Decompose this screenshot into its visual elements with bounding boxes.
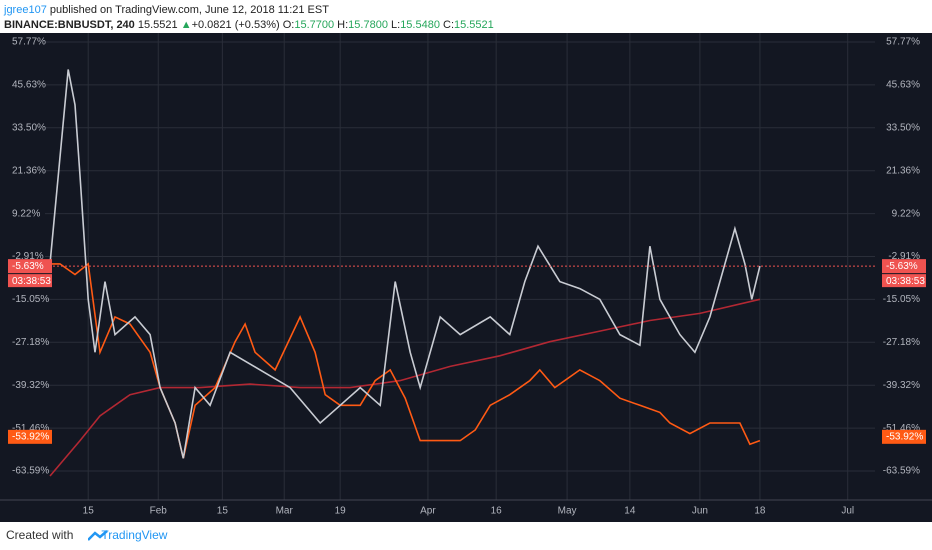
last: 15.5521 (137, 19, 178, 31)
low: 15.5480 (400, 19, 440, 31)
y-tick-label: 45.63% (12, 80, 46, 91)
y-tick-label: -63.59% (12, 466, 49, 477)
countdown: 03:38:53 (12, 276, 51, 287)
x-tick-label: Jun (692, 506, 708, 517)
y-tick-label: -2.91% (12, 251, 44, 262)
h-label: H: (337, 19, 349, 31)
series-line (49, 69, 761, 459)
y-tick-label: -27.18% (12, 337, 49, 348)
y-tick-label: -51.46% (12, 423, 49, 434)
y-tick-label: 45.63% (886, 80, 920, 91)
logo (88, 530, 108, 541)
y-tick-label: 33.50% (12, 122, 46, 133)
price-tag-label: -53.92% (12, 431, 49, 442)
y-tick-label: -63.59% (883, 466, 920, 477)
arrow: ▲ (180, 19, 192, 31)
series-line (50, 262, 761, 459)
price-tag-label: -5.63% (886, 261, 918, 272)
price-tag (8, 259, 52, 274)
countdown: 03:38:53 (886, 276, 925, 287)
high: 15.7800 (348, 19, 388, 31)
x-tick-label: Jul (841, 506, 854, 517)
created-with: Created with (6, 528, 74, 542)
y-tick-label: 57.77% (12, 37, 46, 48)
countdown-tag (882, 274, 926, 288)
price-tag (882, 429, 926, 444)
price-tag-label: -53.92% (886, 431, 923, 442)
x-tick-label: Apr (420, 506, 436, 517)
y-tick-label: -27.18% (883, 337, 920, 348)
y-tick-label: 21.36% (886, 165, 920, 176)
y-tick-label: 21.36% (12, 165, 46, 176)
x-tick-label: 15 (217, 506, 229, 517)
change: +0.0821 (+0.53%) (191, 19, 280, 31)
x-tick-label: 14 (624, 506, 636, 517)
l-label: L: (391, 19, 401, 31)
footer: Created with TradingView (6, 528, 167, 542)
countdown-tag (8, 274, 52, 288)
chart-background (0, 33, 932, 522)
x-tick-label: 16 (491, 506, 503, 517)
y-tick-label: 33.50% (886, 122, 920, 133)
ohlc-line: BINANCE:BNBUSDT, 240 15.5521 ▲+0.0821 (+… (4, 18, 494, 33)
open: 15.7700 (294, 19, 335, 31)
c-label: C: (443, 19, 455, 31)
brand[interactable]: TradingView (101, 528, 168, 542)
x-tick-label: Mar (276, 506, 294, 517)
y-tick-label: -2.91% (888, 251, 920, 262)
y-tick-label: -51.46% (883, 423, 920, 434)
y-tick-label: -39.32% (12, 380, 49, 391)
x-tick-label: 15 (83, 506, 95, 517)
y-tick-label: 9.22% (892, 208, 920, 219)
chart: 57.77% 57.77% 45.63% 45.63% 33.50% 33.50% 21.3… (0, 33, 932, 522)
price-tag-label: -5.63% (12, 261, 44, 272)
y-tick-label: 57.77% (886, 37, 920, 48)
author[interactable]: jgree107 (4, 4, 47, 16)
publish-line: jgree107 published on TradingView.com, J… (4, 3, 494, 18)
y-tick-label: -39.32% (883, 380, 920, 391)
o-label: O: (282, 19, 295, 31)
y-tick-label: -15.05% (883, 294, 920, 305)
y-tick-label: -15.05% (12, 294, 49, 305)
header: jgree107 published on TradingView.com, J… (4, 3, 494, 33)
symbol: BINANCE:BNBUSDT, 240 (4, 19, 135, 31)
price-tag (8, 429, 52, 444)
x-tick-label: Feb (150, 506, 168, 517)
x-tick-label: 18 (754, 506, 766, 517)
y-tick-label: 9.22% (12, 208, 40, 219)
published: published on TradingView.com, June 12, 2… (49, 4, 329, 16)
x-tick-label: May (558, 506, 577, 517)
close: 15.5521 (454, 19, 494, 31)
x-tick-label: 19 (335, 506, 347, 517)
price-tag (882, 259, 926, 274)
